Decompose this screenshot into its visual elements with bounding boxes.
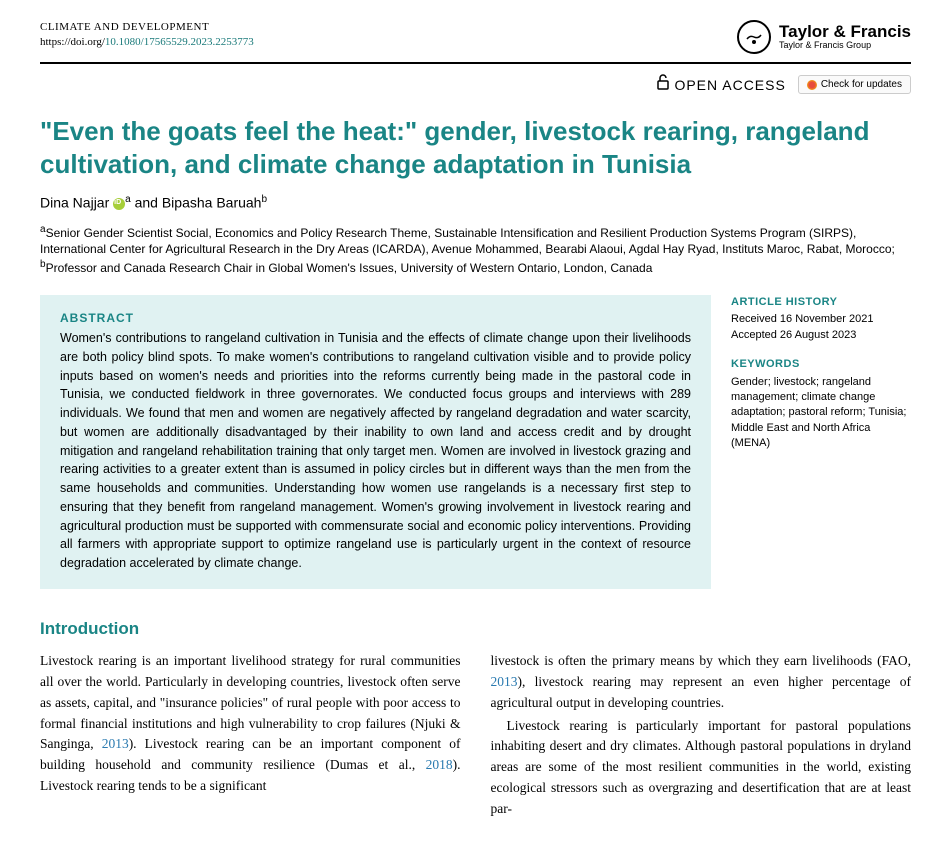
authors-line: Dina Najjar a and Bipasha Baruahb xyxy=(40,194,911,211)
journal-name: CLIMATE AND DEVELOPMENT xyxy=(40,20,254,35)
article-sidebar: ARTICLE HISTORY Received 16 November 202… xyxy=(731,295,911,589)
affiliations: aSenior Gender Scientist Social, Economi… xyxy=(40,223,911,277)
access-row: OPEN ACCESS Check for updates xyxy=(40,74,911,95)
keywords-block: KEYWORDS Gender; livestock; rangeland ma… xyxy=(731,357,911,451)
article-history: ARTICLE HISTORY Received 16 November 202… xyxy=(731,295,911,343)
history-received: Received 16 November 2021 xyxy=(731,312,911,327)
citation-link[interactable]: 2013 xyxy=(102,736,129,751)
abstract-container: ABSTRACT Women's contributions to rangel… xyxy=(40,295,911,589)
abstract-text: Women's contributions to rangeland culti… xyxy=(60,329,691,573)
author-1-sup: a xyxy=(125,194,131,205)
keywords-text: Gender; livestock; rangeland management;… xyxy=(731,375,911,452)
doi-line: https://doi.org/10.1080/17565529.2023.22… xyxy=(40,35,254,50)
body-columns: Livestock rearing is an important liveli… xyxy=(40,651,911,822)
page-header: CLIMATE AND DEVELOPMENT https://doi.org/… xyxy=(40,20,911,64)
citation-link[interactable]: 2013 xyxy=(491,674,518,689)
body-column-right: livestock is often the primary means by … xyxy=(491,651,912,822)
intro-paragraph-3: Livestock rearing is particularly import… xyxy=(491,716,912,821)
open-lock-icon xyxy=(656,74,670,95)
publisher-text: Taylor & Francis Taylor & Francis Group xyxy=(779,23,911,52)
affiliation-b: Professor and Canada Research Chair in G… xyxy=(46,261,653,275)
body-column-left: Livestock rearing is an important liveli… xyxy=(40,651,461,822)
intro-paragraph-2: livestock is often the primary means by … xyxy=(491,651,912,714)
journal-info: CLIMATE AND DEVELOPMENT https://doi.org/… xyxy=(40,20,254,51)
doi-link[interactable]: 10.1080/17565529.2023.2253773 xyxy=(105,36,254,48)
author-1[interactable]: Dina Najjar xyxy=(40,195,109,211)
introduction-heading: Introduction xyxy=(40,619,911,639)
citation-link[interactable]: 2018 xyxy=(426,757,453,772)
publisher-logo-icon xyxy=(737,20,771,54)
publisher-name: Taylor & Francis xyxy=(779,23,911,42)
orcid-icon[interactable] xyxy=(113,198,125,210)
check-updates-button[interactable]: Check for updates xyxy=(798,75,911,94)
check-updates-label: Check for updates xyxy=(821,79,902,90)
affiliation-a: Senior Gender Scientist Social, Economic… xyxy=(40,226,895,257)
open-access-label: OPEN ACCESS xyxy=(674,77,785,93)
publisher-sub: Taylor & Francis Group xyxy=(779,41,911,51)
article-title: "Even the goats feel the heat:" gender, … xyxy=(40,115,911,180)
author-2-sup: b xyxy=(261,194,267,205)
keywords-heading: KEYWORDS xyxy=(731,357,911,372)
abstract-box: ABSTRACT Women's contributions to rangel… xyxy=(40,295,711,589)
updates-dot-icon xyxy=(807,80,817,90)
intro-paragraph-1: Livestock rearing is an important liveli… xyxy=(40,651,461,797)
history-accepted: Accepted 26 August 2023 xyxy=(731,328,911,343)
history-heading: ARTICLE HISTORY xyxy=(731,295,911,310)
publisher-block: Taylor & Francis Taylor & Francis Group xyxy=(737,20,911,54)
open-access-badge: OPEN ACCESS xyxy=(656,74,785,95)
author-2[interactable]: Bipasha Baruah xyxy=(162,195,262,211)
abstract-heading: ABSTRACT xyxy=(60,311,691,325)
